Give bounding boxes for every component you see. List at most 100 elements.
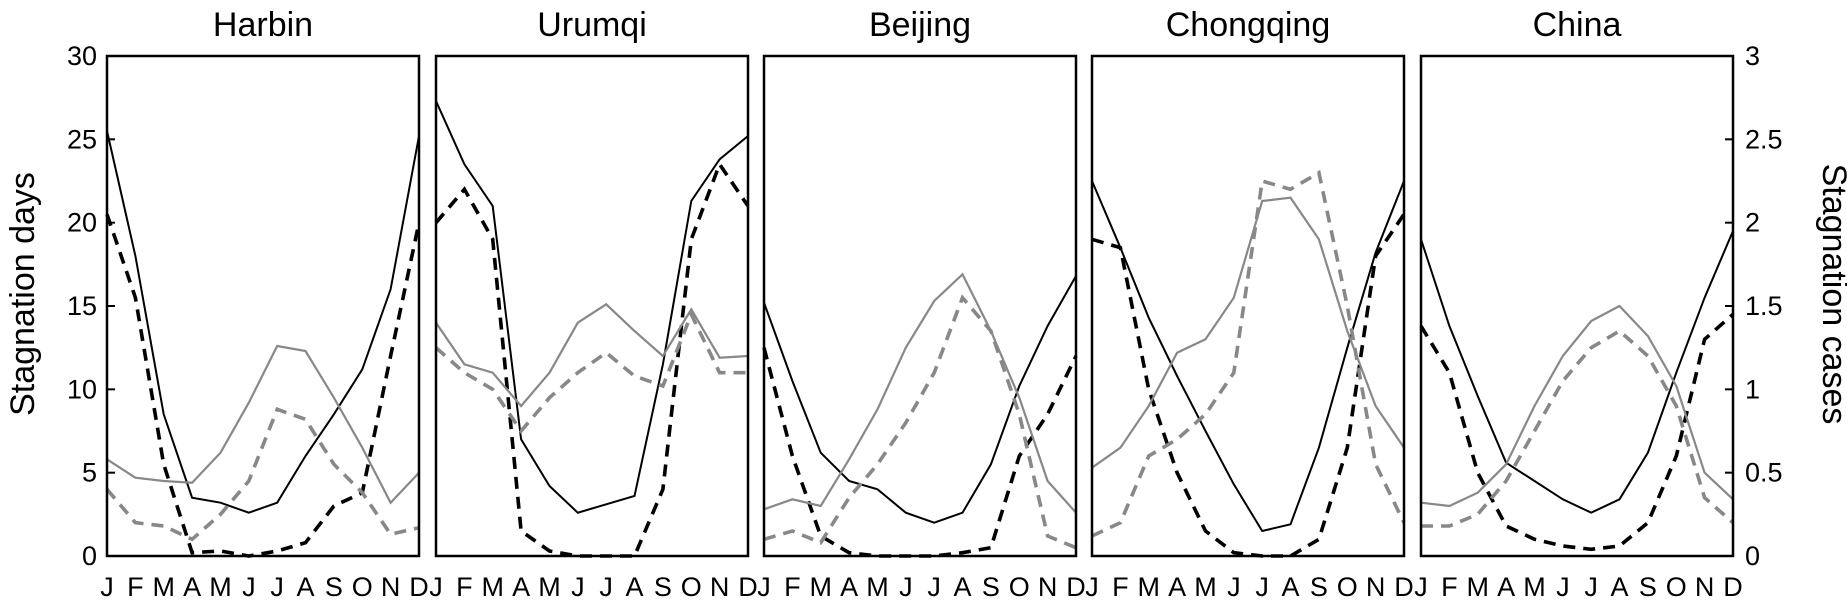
series-line-gray-solid (1091, 196, 1405, 469)
month-tick-label: A (954, 572, 972, 602)
month-tick-label: M (1137, 572, 1160, 602)
right-tick-label: 2 (1745, 208, 1760, 238)
month-tick-label: M (809, 572, 832, 602)
month-tick-label: D (1723, 572, 1743, 602)
month-tick-label: M (538, 572, 561, 602)
left-axis-label: Stagnation days (4, 172, 42, 416)
month-tick-label: O (352, 572, 373, 602)
series-line-black-solid (106, 130, 420, 514)
plot-frame (1090, 54, 1406, 558)
month-tick-label: S (654, 572, 672, 602)
month-tick-label: O (1009, 572, 1030, 602)
month-tick-label: D (409, 572, 429, 602)
month-tick-label: J (757, 572, 771, 602)
month-tick-label: N (381, 572, 401, 602)
month-tick-label: J (899, 572, 913, 602)
month-tick-label: J (242, 572, 256, 602)
series-line-black-solid (1420, 230, 1734, 514)
left-tick-label: 15 (67, 291, 97, 321)
series-line-gray-dash (434, 309, 748, 434)
month-tick-label: M (152, 572, 175, 602)
month-tick-label: A (183, 572, 201, 602)
series-line-gray-solid (106, 344, 420, 505)
month-tick-label: A (1168, 572, 1186, 602)
series-line-black-dash (762, 347, 1078, 558)
series-line-black-dash (1419, 312, 1735, 552)
month-tick-label: M (866, 572, 889, 602)
series-line-black-dash (1091, 213, 1406, 558)
left-tick-label: 10 (67, 374, 97, 404)
month-tick-label: S (1310, 572, 1328, 602)
right-tick-label: 1 (1745, 374, 1760, 404)
month-tick-label: J (100, 572, 114, 602)
month-tick-label: S (325, 572, 343, 602)
left-tick-label: 5 (82, 458, 97, 488)
month-tick-label: A (840, 572, 858, 602)
plot-frame (762, 54, 1078, 558)
month-tick-label: S (982, 572, 1000, 602)
series-line-gray-dash (105, 407, 420, 542)
left-tick-label: 30 (67, 41, 97, 71)
series-line-black-solid (763, 275, 1077, 524)
month-tick-label: M (209, 572, 232, 602)
month-tick-label: F (127, 572, 144, 602)
month-tick-label: M (1194, 572, 1217, 602)
panel-title: Urumqi (537, 6, 647, 44)
panel-title: Chongqing (1166, 6, 1330, 44)
month-tick-label: M (1466, 572, 1489, 602)
month-tick-label: D (1066, 572, 1086, 602)
month-tick-label: J (1227, 572, 1241, 602)
month-tick-label: F (456, 572, 473, 602)
panel-title: China (1533, 6, 1622, 44)
month-tick-label: O (1666, 572, 1687, 602)
series-line-gray-solid (435, 302, 749, 408)
series-line-gray-dash (1421, 328, 1735, 528)
panel-title: Beijing (869, 6, 971, 44)
month-tick-label: A (297, 572, 315, 602)
left-tick-label: 0 (82, 541, 97, 571)
month-tick-label: A (626, 572, 644, 602)
month-tick-label: D (738, 572, 758, 602)
month-tick-label: J (429, 572, 443, 602)
month-tick-label: J (270, 572, 284, 602)
left-tick-label: 20 (67, 208, 97, 238)
month-tick-label: M (1523, 572, 1546, 602)
month-tick-label: A (1282, 572, 1300, 602)
month-tick-label: N (710, 572, 730, 602)
series-line-black-dash (105, 213, 421, 558)
month-tick-label: F (1112, 572, 1129, 602)
month-tick-label: J (927, 572, 941, 602)
left-tick-label: 25 (67, 124, 97, 154)
series-line-gray-solid (1420, 304, 1734, 508)
month-tick-label: O (1337, 572, 1358, 602)
month-tick-label: J (1556, 572, 1570, 602)
month-tick-label: A (1611, 572, 1629, 602)
panel-title: Harbin (213, 6, 313, 44)
right-tick-label: 0 (1745, 541, 1760, 571)
month-tick-label: N (1366, 572, 1386, 602)
series-line-gray-solid (763, 272, 1077, 514)
month-tick-label: A (1497, 572, 1515, 602)
month-tick-label: J (1584, 572, 1598, 602)
month-tick-label: D (1394, 572, 1414, 602)
right-tick-label: 1.5 (1745, 291, 1783, 321)
series-line-black-dash (434, 160, 750, 558)
month-tick-label: J (571, 572, 585, 602)
right-tick-label: 3 (1745, 41, 1760, 71)
month-tick-label: M (481, 572, 504, 602)
month-tick-label: O (681, 572, 702, 602)
right-axis-label: Stagnation cases (1815, 164, 1847, 425)
month-tick-label: N (1038, 572, 1058, 602)
month-tick-label: J (1414, 572, 1428, 602)
plot-frame (434, 54, 750, 558)
series-line-black-solid (435, 100, 749, 514)
month-tick-label: F (784, 572, 801, 602)
month-tick-label: A (512, 572, 530, 602)
plot-frame (1419, 54, 1735, 558)
